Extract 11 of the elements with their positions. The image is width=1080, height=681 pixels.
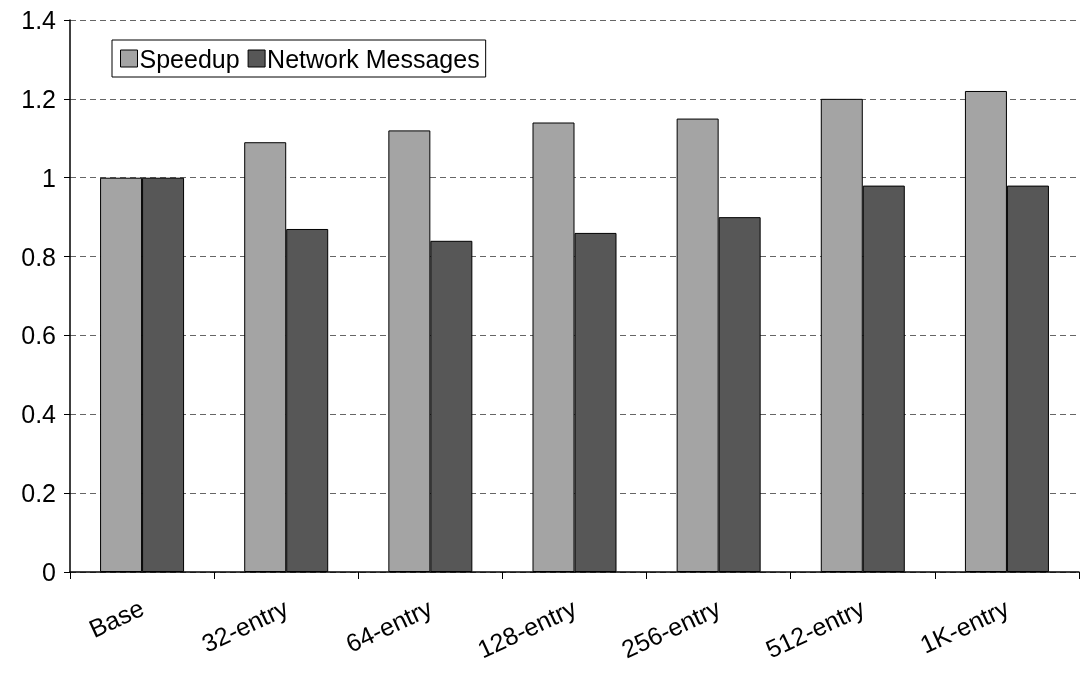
y-tick-label: 0.6 [21,321,56,350]
y-tick-label: 0 [42,558,56,586]
y-tick-label: 1 [42,163,56,192]
legend-label: Network Messages [267,44,480,73]
y-tick-label: 1.4 [21,6,57,34]
y-tick-label: 0.8 [21,242,56,271]
y-tick-label: 0.2 [21,479,56,508]
legend-label: Speedup [139,44,240,73]
y-tick-label: 1.2 [21,84,56,113]
y-tick-label: 0.4 [21,400,57,429]
x-tick-label: Base [84,593,148,643]
